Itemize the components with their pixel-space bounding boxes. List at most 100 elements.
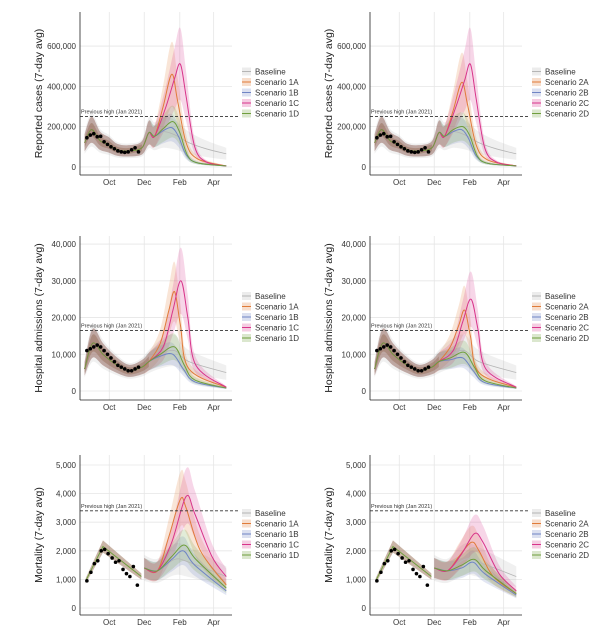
observed-point bbox=[116, 363, 120, 368]
observed-point bbox=[388, 345, 393, 349]
band-scenario-2b bbox=[374, 116, 517, 167]
legend-label: Baseline bbox=[545, 68, 576, 77]
observed-point bbox=[399, 144, 403, 149]
observed-point bbox=[102, 547, 107, 552]
band-scenario-2c bbox=[434, 514, 517, 596]
x-tick-label: Feb bbox=[173, 403, 187, 412]
observed-point bbox=[416, 150, 420, 154]
uncertainty-bands bbox=[84, 247, 227, 389]
observed-point bbox=[412, 367, 417, 371]
legend-label: Scenario 2C bbox=[545, 541, 589, 550]
observed-point bbox=[392, 139, 396, 144]
line-scenario-2d bbox=[374, 342, 517, 389]
observed-point bbox=[421, 564, 426, 569]
observed-point bbox=[88, 346, 93, 351]
y-axis-label: Mortality (7-day avg) bbox=[33, 487, 45, 583]
observed-point bbox=[400, 556, 404, 560]
observed-point bbox=[389, 548, 394, 553]
panel-hosp-1: 0 10,000 20,000 30,000 40,000 Oct Dec Feb Apr Hos… bbox=[33, 236, 299, 412]
observed-points bbox=[375, 131, 431, 155]
x-tick-label: Feb bbox=[463, 618, 477, 627]
uncertainty-bands bbox=[375, 514, 517, 599]
line-early-fit bbox=[375, 545, 432, 582]
y-tick-label: 0 bbox=[362, 604, 367, 613]
x-tick-label: Apr bbox=[497, 618, 510, 627]
observed-point bbox=[395, 142, 400, 147]
legend-label: Scenario 2B bbox=[545, 89, 589, 98]
legend-label: Scenario 1A bbox=[255, 520, 299, 529]
observed-point bbox=[112, 147, 117, 151]
observed-point bbox=[392, 348, 396, 353]
y-axis-label: Mortality (7-day avg) bbox=[323, 487, 335, 583]
observed-point bbox=[112, 359, 117, 364]
observed-point bbox=[129, 368, 134, 373]
y-tick-label: 2,000 bbox=[346, 547, 367, 556]
observed-point bbox=[102, 139, 106, 144]
band-scenario-1c bbox=[84, 247, 227, 389]
previous-high-label: Previous high (Jan 2021) bbox=[371, 110, 432, 116]
observed-point bbox=[381, 131, 386, 136]
legend-label: Scenario 2D bbox=[545, 551, 589, 560]
y-tick-label: 0 bbox=[72, 604, 77, 613]
series-lines bbox=[375, 532, 517, 596]
legend-label: Scenario 2D bbox=[545, 110, 589, 119]
x-tick-label: Oct bbox=[103, 618, 116, 627]
band-scenario-1c bbox=[84, 27, 227, 167]
legend-label: Baseline bbox=[545, 509, 576, 518]
observed-point bbox=[406, 363, 410, 368]
observed-point bbox=[402, 147, 407, 151]
observed-point bbox=[378, 133, 383, 137]
observed-point bbox=[382, 561, 387, 566]
x-tick-label: Oct bbox=[393, 178, 406, 187]
observed-points bbox=[85, 343, 141, 373]
legend-label: Baseline bbox=[255, 68, 286, 77]
y-tick-label: 30,000 bbox=[342, 277, 367, 286]
observed-point bbox=[378, 346, 383, 351]
y-tick-label: 10,000 bbox=[342, 350, 367, 359]
y-tick-label: 30,000 bbox=[52, 277, 77, 286]
series-lines bbox=[374, 298, 517, 389]
y-tick-label: 40,000 bbox=[342, 240, 367, 249]
x-tick-label: Dec bbox=[137, 403, 151, 412]
y-tick-label: 400,000 bbox=[337, 82, 366, 91]
x-tick-label: Dec bbox=[427, 178, 441, 187]
x-tick-label: Feb bbox=[463, 178, 477, 187]
y-tick-label: 200,000 bbox=[47, 123, 76, 132]
legend-label: Scenario 1C bbox=[255, 541, 299, 550]
observed-point bbox=[126, 368, 130, 373]
legend-label: Baseline bbox=[545, 292, 576, 301]
observed-point bbox=[122, 367, 127, 371]
band-scenario-2d bbox=[434, 547, 517, 598]
observed-point bbox=[385, 134, 390, 139]
band-scenario-1d bbox=[144, 529, 227, 593]
observed-point bbox=[411, 567, 415, 572]
band-scenario-1c bbox=[144, 467, 227, 585]
observed-point bbox=[124, 571, 129, 576]
observed-point bbox=[122, 150, 127, 155]
legend-label: Scenario 1D bbox=[255, 334, 299, 343]
x-tick-label: Apr bbox=[207, 178, 220, 187]
y-tick-label: 200,000 bbox=[337, 123, 366, 132]
x-tick-label: Dec bbox=[137, 178, 151, 187]
legend-label: Scenario 2B bbox=[545, 530, 589, 539]
observed-point bbox=[426, 365, 431, 369]
observed-point bbox=[133, 145, 137, 150]
x-tick-label: Feb bbox=[173, 178, 187, 187]
observed-point bbox=[425, 583, 430, 587]
line-early-fit bbox=[85, 545, 142, 582]
legend-label: Scenario 1A bbox=[255, 78, 299, 87]
y-tick-label: 3,000 bbox=[346, 518, 367, 527]
observed-point bbox=[135, 583, 140, 587]
y-tick-label: 1,000 bbox=[346, 575, 367, 584]
observed-point bbox=[416, 368, 420, 373]
series-lines bbox=[85, 494, 227, 592]
panel-cases-2: 0 200,000 400,000 600,000 Oct Dec Feb Apr Report… bbox=[323, 12, 589, 187]
legend-label: Scenario 2C bbox=[545, 99, 589, 108]
line-scenario-1d bbox=[144, 544, 227, 589]
band-scenario-1a bbox=[84, 261, 227, 389]
band-scenario-2a bbox=[374, 52, 517, 167]
previous-high-label: Previous high (Jan 2021) bbox=[371, 504, 432, 510]
